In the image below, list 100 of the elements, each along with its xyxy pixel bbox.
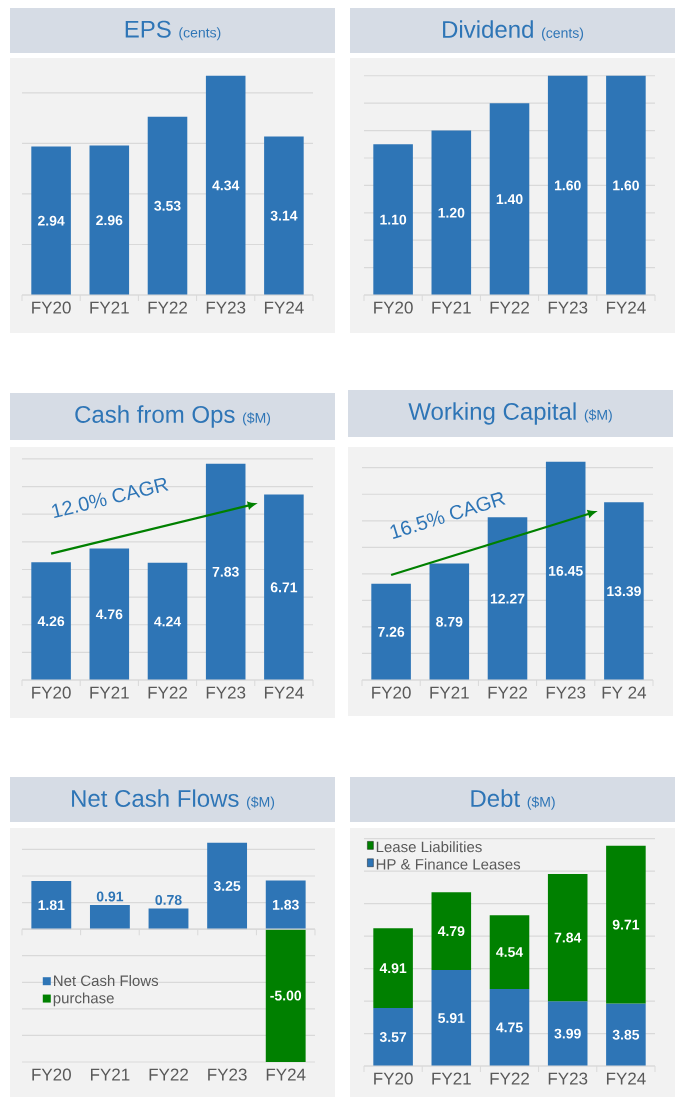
x-tick-label: FY23 xyxy=(548,1072,588,1085)
x-tick-label: FY23 xyxy=(206,301,246,314)
bar xyxy=(431,892,472,971)
bar xyxy=(205,463,246,681)
x-tick-label: FY20 xyxy=(374,1072,413,1085)
x-tick-label: FY23 xyxy=(208,1068,247,1081)
x-tick-label: FY24 xyxy=(264,301,304,314)
bar xyxy=(431,130,472,295)
data-label: 13.39 xyxy=(607,586,641,597)
data-label: 4.76 xyxy=(95,609,123,620)
bar xyxy=(606,845,646,1004)
bar xyxy=(606,1003,646,1067)
bar xyxy=(147,116,188,295)
x-tick-label: FY21 xyxy=(90,301,129,314)
x-tick-label: FY22 xyxy=(488,686,527,699)
chart-subtitle: (cents) xyxy=(179,27,221,41)
bar xyxy=(489,915,530,989)
x-tick-label: FY20 xyxy=(32,686,71,699)
bar xyxy=(606,75,646,295)
bar xyxy=(31,562,71,681)
x-tick-label: FY23 xyxy=(206,686,246,699)
x-tick-label: FY20 xyxy=(32,301,71,314)
bar xyxy=(89,548,130,681)
bar xyxy=(265,880,306,930)
data-label: 4.24 xyxy=(154,616,182,627)
chart-subtitle: ($M) xyxy=(243,412,271,426)
data-label: 3.57 xyxy=(379,1032,407,1042)
bar xyxy=(429,563,470,681)
data-label: 3.53 xyxy=(154,200,181,211)
bar xyxy=(547,873,588,1002)
data-label: 2.96 xyxy=(96,215,123,226)
x-tick-label: FY23 xyxy=(546,686,586,699)
data-label: 3.85 xyxy=(612,1029,640,1040)
bar xyxy=(373,144,413,295)
annotation: 16.5% CAGR xyxy=(390,492,506,539)
bar xyxy=(148,908,189,930)
bar xyxy=(31,146,71,295)
x-tick-label: FY21 xyxy=(90,1068,130,1081)
data-label: 4.75 xyxy=(496,1022,523,1033)
bar xyxy=(373,1008,413,1067)
data-label: 3.14 xyxy=(270,210,298,221)
bar xyxy=(545,461,586,681)
x-tick-label: FY21 xyxy=(432,1072,471,1085)
bar xyxy=(373,928,413,1009)
chart-title: Cash from Ops xyxy=(75,405,235,428)
chart-title: Debt xyxy=(471,789,520,807)
bar xyxy=(31,881,72,930)
legend-label: HP & Finance Leases xyxy=(376,858,521,870)
bar xyxy=(89,904,130,930)
bar xyxy=(265,929,306,1063)
chart-subtitle: ($M) xyxy=(247,796,275,810)
data-label: 6.71 xyxy=(270,582,298,593)
bar xyxy=(89,145,130,295)
chart-title: Working Capital xyxy=(408,402,576,425)
chart-title: Dividend xyxy=(443,20,533,38)
chart-subtitle: (cents) xyxy=(542,27,584,41)
data-label: 1.40 xyxy=(496,194,523,205)
x-tick-label: FY24 xyxy=(606,301,646,314)
data-label: 5.91 xyxy=(438,1013,465,1023)
x-tick-label: FY21 xyxy=(432,301,471,314)
data-label: 1.81 xyxy=(38,900,65,911)
x-tick-label: FY21 xyxy=(90,686,129,699)
bar xyxy=(205,75,246,295)
data-label: 1.60 xyxy=(554,180,581,191)
data-label: 1.60 xyxy=(613,180,639,191)
x-tick-label: FY21 xyxy=(430,686,469,699)
bar xyxy=(147,562,188,681)
bar xyxy=(547,75,588,295)
data-label: 7.84 xyxy=(554,932,582,943)
data-label: 8.79 xyxy=(436,616,463,627)
chart-title: Net Cash Flows xyxy=(72,789,239,807)
legend-label: Net Cash Flows xyxy=(54,975,159,987)
bar xyxy=(604,502,644,681)
bar xyxy=(431,970,472,1067)
x-tick-label: FY20 xyxy=(374,301,413,314)
x-tick-label: FY20 xyxy=(32,1068,71,1081)
bar xyxy=(264,136,304,295)
bar xyxy=(547,1001,588,1067)
x-tick-label: FY 24 xyxy=(602,686,647,699)
x-tick-label: FY24 xyxy=(606,1072,646,1085)
data-label: 16.45 xyxy=(549,565,583,576)
x-tick-label: FY22 xyxy=(148,686,187,699)
legend-label: purchase xyxy=(53,992,114,1007)
annotation: 12.0% CAGR xyxy=(52,477,169,519)
x-tick-label: FY22 xyxy=(490,1072,529,1085)
data-label: 2.94 xyxy=(37,215,65,226)
data-label: 1.83 xyxy=(272,899,299,910)
data-label: 1.10 xyxy=(380,214,407,225)
chart-subtitle: ($M) xyxy=(527,796,555,810)
x-tick-label: FY23 xyxy=(548,301,588,314)
x-tick-label: FY24 xyxy=(264,686,304,699)
x-tick-label: FY22 xyxy=(148,301,187,314)
data-label: 0.78 xyxy=(155,894,182,905)
bar xyxy=(371,583,411,681)
chart-subtitle: ($M) xyxy=(584,409,612,423)
data-label: 1.20 xyxy=(438,207,465,218)
bar xyxy=(207,842,248,930)
data-label: 0.91 xyxy=(96,891,124,902)
data-label: 4.79 xyxy=(437,926,465,937)
data-label: 7.83 xyxy=(212,566,239,577)
